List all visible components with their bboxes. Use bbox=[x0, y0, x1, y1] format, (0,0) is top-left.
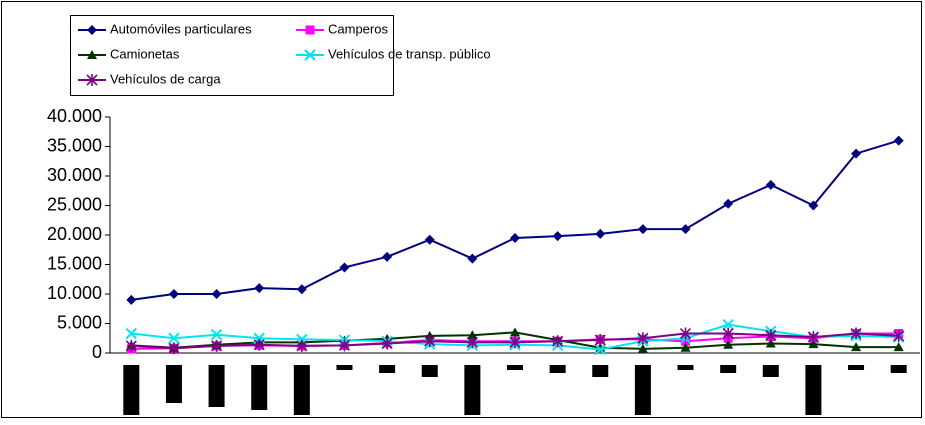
marker bbox=[510, 327, 520, 337]
marker bbox=[467, 330, 478, 340]
x-label-block bbox=[592, 365, 609, 377]
marker bbox=[510, 232, 520, 243]
marker bbox=[851, 148, 862, 159]
y-tick-label: 0 bbox=[92, 342, 102, 362]
marker bbox=[338, 339, 351, 352]
marker bbox=[893, 135, 904, 146]
x-label-block bbox=[208, 365, 225, 407]
marker bbox=[680, 224, 691, 235]
marker bbox=[168, 342, 180, 355]
marker bbox=[850, 327, 862, 340]
marker bbox=[253, 338, 265, 351]
marker bbox=[765, 179, 776, 190]
marker bbox=[125, 327, 138, 340]
marker bbox=[637, 224, 648, 235]
y-tick-label: 25.000 bbox=[47, 194, 102, 214]
x-label-block bbox=[421, 365, 438, 377]
legend-label: Automóviles particulares bbox=[110, 21, 252, 36]
marker bbox=[893, 342, 904, 352]
marker bbox=[808, 339, 819, 349]
marker bbox=[637, 343, 648, 353]
marker bbox=[210, 329, 223, 341]
x-label-block bbox=[848, 365, 865, 370]
marker bbox=[296, 284, 307, 295]
marker bbox=[680, 342, 691, 352]
marker bbox=[339, 262, 350, 273]
marker bbox=[765, 329, 777, 342]
marker bbox=[86, 74, 98, 86]
y-tick-label: 10.000 bbox=[47, 283, 102, 303]
marker bbox=[637, 332, 649, 345]
marker bbox=[509, 336, 521, 349]
marker bbox=[296, 339, 308, 352]
marker bbox=[424, 335, 436, 348]
y-tick-label: 20.000 bbox=[47, 224, 102, 244]
x-label-block bbox=[762, 365, 779, 377]
marker bbox=[87, 25, 97, 35]
marker bbox=[723, 339, 734, 349]
legend-label: Camionetas bbox=[110, 46, 180, 61]
marker bbox=[722, 318, 734, 331]
x-label-block bbox=[805, 365, 822, 415]
x-label-block bbox=[293, 365, 310, 415]
marker bbox=[722, 327, 734, 340]
marker bbox=[126, 294, 137, 305]
legend-box bbox=[70, 15, 394, 96]
y-tick-label: 35.000 bbox=[47, 135, 102, 155]
marker bbox=[466, 336, 478, 349]
y-tick-label: 30.000 bbox=[47, 165, 102, 185]
marker bbox=[87, 50, 97, 59]
marker bbox=[594, 343, 606, 356]
legend-label: Vehículos de transp. público bbox=[328, 46, 491, 61]
marker bbox=[552, 335, 564, 348]
marker bbox=[765, 338, 776, 348]
marker bbox=[304, 49, 316, 61]
x-label-block bbox=[379, 365, 396, 373]
marker bbox=[679, 327, 692, 340]
x-label-block bbox=[634, 365, 651, 415]
marker bbox=[552, 231, 563, 242]
marker bbox=[168, 289, 179, 299]
x-label-block bbox=[890, 365, 907, 373]
y-tick-label: 5.000 bbox=[57, 312, 102, 332]
marker bbox=[807, 331, 819, 344]
legend-label: Vehículos de carga bbox=[110, 71, 221, 86]
y-tick-label: 40.000 bbox=[47, 106, 102, 126]
marker bbox=[424, 234, 435, 245]
marker bbox=[125, 339, 137, 352]
x-label-block bbox=[123, 365, 140, 415]
y-tick-label: 15.000 bbox=[47, 253, 102, 273]
x-label-block bbox=[464, 365, 481, 415]
x-label-block bbox=[720, 365, 737, 373]
legend-label: Camperos bbox=[328, 21, 388, 36]
marker bbox=[381, 337, 393, 350]
x-label-block bbox=[251, 365, 268, 410]
marker bbox=[893, 329, 905, 342]
marker bbox=[382, 251, 393, 262]
marker bbox=[254, 283, 265, 294]
marker bbox=[467, 253, 478, 264]
marker bbox=[594, 334, 606, 347]
marker bbox=[595, 228, 606, 239]
marker bbox=[168, 332, 180, 344]
x-label-block bbox=[336, 365, 353, 370]
marker bbox=[723, 198, 734, 209]
marker bbox=[808, 200, 819, 211]
x-label-block bbox=[507, 365, 523, 370]
marker bbox=[305, 25, 315, 35]
x-label-block bbox=[549, 365, 566, 373]
marker bbox=[211, 289, 222, 299]
x-label-block bbox=[677, 365, 694, 370]
marker bbox=[851, 342, 862, 352]
marker bbox=[681, 336, 691, 346]
marker bbox=[211, 339, 223, 352]
x-label-block bbox=[165, 365, 182, 403]
